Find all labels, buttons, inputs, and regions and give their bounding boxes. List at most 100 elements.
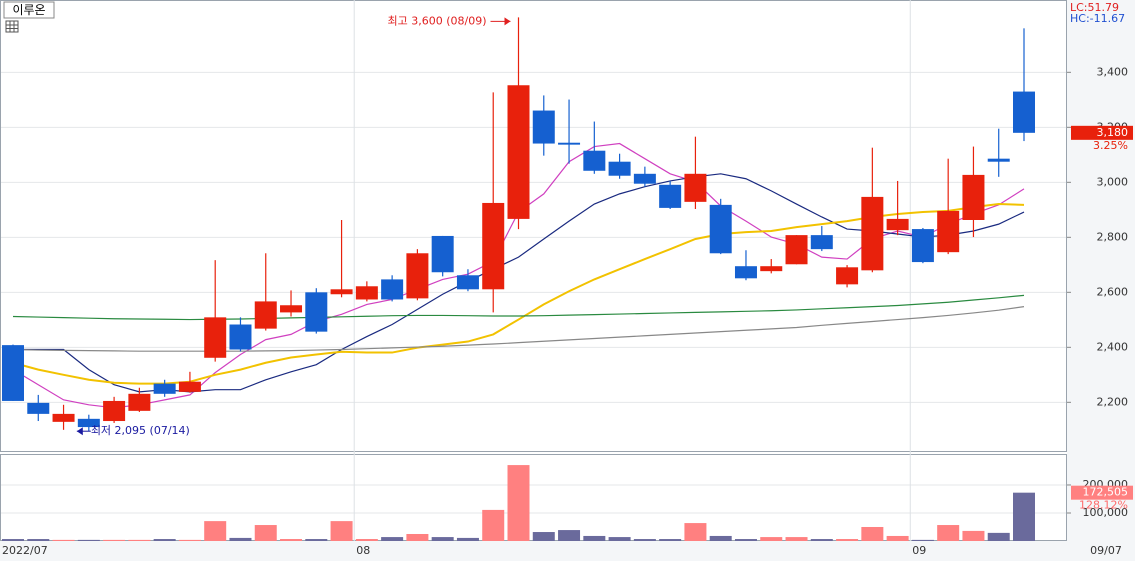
current-tag (1071, 125, 1133, 140)
volume-bar (633, 539, 656, 541)
candle-body (532, 110, 555, 144)
candle-body (381, 279, 404, 300)
candle-body (937, 210, 960, 253)
volume-bar (482, 509, 505, 541)
volume-bar (2, 539, 24, 541)
volume-bar (456, 537, 479, 541)
volume-bar (305, 539, 328, 541)
volume-bar (355, 539, 378, 541)
volume-bar (684, 523, 707, 541)
price-panel-frame (0, 0, 1067, 452)
candle-body (886, 218, 909, 231)
table-icon[interactable] (5, 20, 19, 33)
annotation-text: 최저 2,095 (07/14) (91, 424, 190, 437)
candle-body (507, 85, 530, 219)
candle-body (709, 204, 732, 254)
volume-bar (507, 465, 530, 541)
volume-bar (987, 532, 1010, 541)
x-tick-label: 09 (912, 544, 926, 557)
volume-bar (406, 533, 429, 541)
candle-body (355, 286, 378, 300)
bottom-axis-panel (0, 541, 1135, 561)
volume-bar (785, 537, 808, 541)
volume-bar (583, 535, 606, 541)
volume-bar (178, 539, 201, 541)
stock-name: 이루온 (12, 3, 45, 17)
y-tick-label: 2,200 (1097, 395, 1129, 408)
candle-body (836, 267, 859, 285)
volume-bar (861, 526, 884, 541)
ma-line (12, 294, 1025, 321)
volume-bar (381, 537, 404, 541)
candle-body (810, 235, 833, 250)
volume-bar (760, 537, 783, 541)
volume-bar (280, 539, 303, 541)
volume-bar (1013, 492, 1035, 541)
indicator: LC:51.79 (1070, 1, 1119, 14)
candle-body (280, 305, 303, 313)
volume-bar (204, 521, 227, 541)
candle-body (178, 381, 201, 392)
candle-body (911, 229, 934, 263)
candle-body (987, 158, 1010, 162)
current-tag-label: 3,180 (1097, 126, 1129, 139)
candle-body (608, 161, 631, 176)
volume-bar (254, 525, 277, 541)
annotation-text: 최고 3,600 (08/09) (387, 14, 486, 27)
candle-body (204, 317, 227, 358)
y-tick-label: 3,400 (1097, 65, 1129, 78)
stock-name-box[interactable] (3, 1, 55, 19)
x-end-label: 09/07 (1090, 544, 1122, 557)
candle-body (633, 173, 656, 184)
volume-bar (52, 539, 75, 541)
annotation-arrowhead (76, 427, 83, 436)
candle-body (861, 196, 884, 271)
candle-body (77, 418, 100, 428)
y-tick-label: 2,800 (1097, 230, 1129, 243)
candle-body (785, 235, 808, 265)
candle-body (27, 402, 50, 414)
candle-body (760, 266, 783, 272)
volume-bar (558, 530, 581, 541)
volume-bar (734, 539, 757, 541)
volume-bar (330, 521, 353, 541)
candle-body (734, 266, 757, 279)
y-tick-label: 2,600 (1097, 285, 1129, 298)
volume-bar (27, 539, 50, 541)
candle-body (962, 174, 985, 220)
volume-bar (153, 539, 176, 541)
volume-bar (659, 539, 682, 541)
volume-bar (103, 539, 126, 541)
volume-bar (77, 539, 100, 541)
candle-body (153, 383, 176, 394)
current-tag-label: 172,505 (1083, 486, 1129, 499)
volume-bar (886, 535, 909, 541)
x-tick-label: 08 (356, 544, 370, 557)
candle-body (431, 235, 454, 273)
candle-body (684, 173, 707, 202)
y-tick-label: 2,400 (1097, 340, 1129, 353)
volume-bar (532, 532, 555, 541)
candle-body (254, 301, 277, 329)
y-tick-label: 100,000 (1083, 506, 1129, 519)
volume-bar (709, 535, 732, 541)
volume-bar (229, 537, 252, 541)
candle-body (52, 413, 75, 422)
candle-body (330, 289, 353, 295)
candle-body (558, 142, 581, 145)
volume-bar (962, 530, 985, 541)
change-label: 3.25% (1093, 139, 1128, 152)
candle-body (583, 150, 606, 171)
volume-bar (937, 525, 960, 541)
candle-body (305, 292, 328, 332)
x-tick-label: 2022/07 (2, 544, 48, 557)
candle-body (456, 275, 479, 290)
volume-bar (128, 539, 151, 541)
candle-body (2, 345, 24, 401)
grid-layer (1, 0, 1066, 541)
candle-body (103, 400, 126, 422)
volume-bar (836, 539, 859, 541)
candle-body (406, 253, 429, 299)
y-tick-label: 3,000 (1097, 175, 1129, 188)
